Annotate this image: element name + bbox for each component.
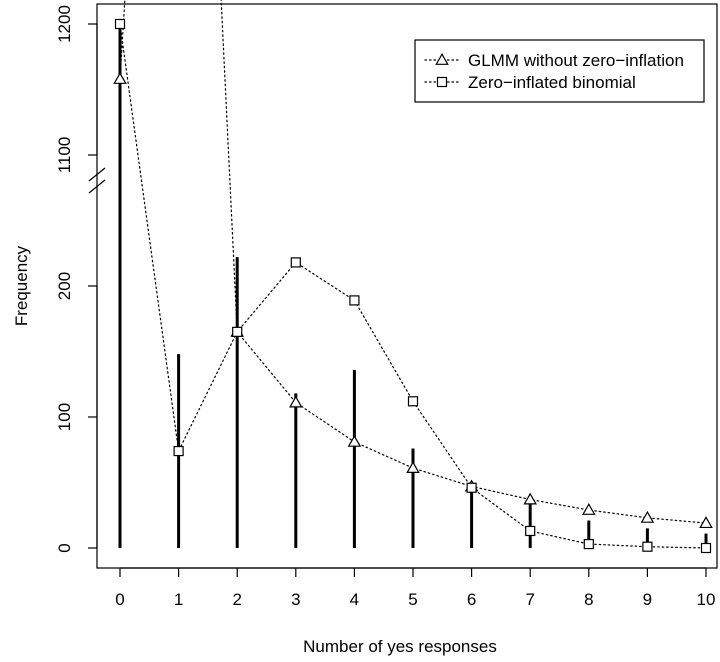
y-tick-label-1100: 1100 <box>55 137 74 174</box>
series-1-point-3 <box>290 257 301 268</box>
x-tick-label-10: 10 <box>697 590 716 609</box>
series-1-point-5 <box>407 396 419 407</box>
series-1-point-2 <box>232 326 243 337</box>
series-markers <box>113 18 713 554</box>
y-axis-label: Frequency <box>12 245 31 326</box>
y-tick-label-0: 0 <box>55 543 74 552</box>
legend-label-0: GLMM without zero−inflation <box>468 51 684 70</box>
x-axis-label: Number of yes responses <box>303 637 497 656</box>
series-0-point-0 <box>113 72 127 84</box>
observed-bars <box>118 24 708 548</box>
series-0-point-10 <box>699 516 713 529</box>
series-0-point-5 <box>406 461 420 474</box>
y-tick-label-200: 200 <box>55 272 74 300</box>
legend-marker-1 <box>436 76 448 88</box>
legend-marker-0 <box>435 53 449 65</box>
x-tick-label-7: 7 <box>525 590 534 609</box>
axis-break-mark-upper <box>88 167 106 182</box>
legend-box <box>414 39 705 103</box>
x-tick-label-8: 8 <box>584 590 593 609</box>
x-tick-label-2: 2 <box>232 590 241 609</box>
series-1-point-0 <box>114 18 126 30</box>
y-tick-label-100: 100 <box>55 403 74 431</box>
legend: GLMM without zero−inflation Zero−inflated… <box>414 39 705 103</box>
x-tick-label-6: 6 <box>467 590 476 609</box>
axis-break-mark-lower <box>88 179 106 194</box>
x-tick-label-4: 4 <box>350 590 359 609</box>
series-1-point-9 <box>642 541 653 552</box>
x-tick-label-9: 9 <box>643 590 652 609</box>
x-tick-label-5: 5 <box>408 590 417 609</box>
series-1-point-1 <box>173 445 184 457</box>
x-tick-label-0: 0 <box>115 590 124 609</box>
series-1-point-4 <box>349 295 360 306</box>
series-0-point-4 <box>347 434 362 447</box>
series-0-point-3 <box>289 395 303 408</box>
series-1-point-8 <box>583 538 594 550</box>
series-1-point-7 <box>525 525 536 537</box>
series-0-point-8 <box>582 503 596 515</box>
series-1-point-10 <box>700 542 712 554</box>
series-0-point-9 <box>640 510 655 523</box>
series-1-point-6 <box>466 482 477 493</box>
series-0-point-7 <box>523 492 537 505</box>
legend-label-1: Zero−inflated binomial <box>468 73 636 92</box>
x-tick-label-1: 1 <box>174 590 183 609</box>
y-tick-label-1200: 1200 <box>55 5 74 43</box>
x-tick-label-3: 3 <box>291 590 300 609</box>
